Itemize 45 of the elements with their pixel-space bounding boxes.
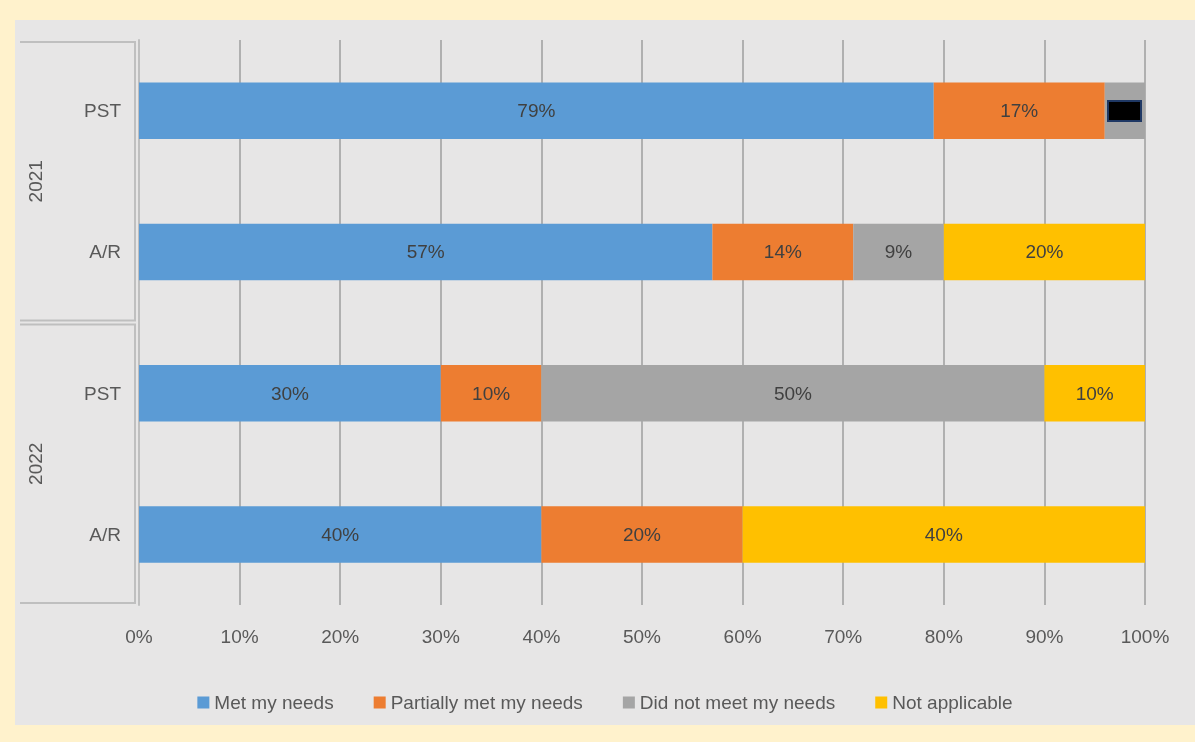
data-label: 9% (884, 241, 913, 263)
x-tick-label: 10% (220, 626, 259, 647)
legend-label: Did not meet my needs (639, 692, 836, 713)
legend-label: Not applicable (892, 692, 1013, 713)
data-label: 10% (1075, 382, 1114, 404)
x-tick-label: 20% (321, 626, 360, 647)
data-label: 20% (622, 523, 662, 545)
x-tick-label: 0% (125, 626, 153, 647)
x-tick-label: 80% (924, 626, 963, 647)
x-tick-label: 70% (824, 626, 863, 647)
x-tick-label: 30% (421, 626, 460, 647)
bar (943, 223, 1145, 281)
bar (440, 364, 542, 422)
data-label: 14% (763, 241, 802, 263)
bar (1044, 364, 1145, 422)
bar (139, 82, 934, 139)
bar (541, 506, 743, 563)
data-label: 79% (517, 100, 556, 122)
bar (933, 82, 1105, 139)
bar (139, 223, 713, 281)
text: 2021 (24, 160, 46, 203)
x-tick-label: 90% (1025, 626, 1064, 647)
bar (712, 223, 854, 281)
bar (139, 506, 542, 563)
legend-label: Partially met my needs (390, 692, 583, 713)
data-label: 57% (406, 241, 445, 263)
data-label: 40% (924, 523, 963, 545)
y-tick-label: PST (84, 100, 122, 122)
data-label: 40% (321, 523, 360, 545)
y-tick-label: A/R (89, 523, 121, 545)
data-label: 50% (773, 382, 813, 404)
data-label: 10% (472, 382, 511, 404)
data-label: 30% (270, 382, 310, 404)
text: 2022 (24, 442, 46, 485)
y-tick-label: A/R (89, 241, 121, 263)
data-label: 17% (1000, 100, 1039, 122)
x-tick-label: 40% (522, 626, 561, 647)
x-tick-label: 100% (1120, 626, 1170, 647)
bar (742, 506, 1145, 563)
data-label: 20% (1025, 241, 1064, 263)
x-tick-label: 50% (622, 626, 662, 647)
bar (139, 364, 441, 422)
x-tick-label: 60% (723, 626, 762, 647)
y-tick-label: PST (84, 382, 122, 404)
legend-label: Met my needs (214, 692, 334, 713)
